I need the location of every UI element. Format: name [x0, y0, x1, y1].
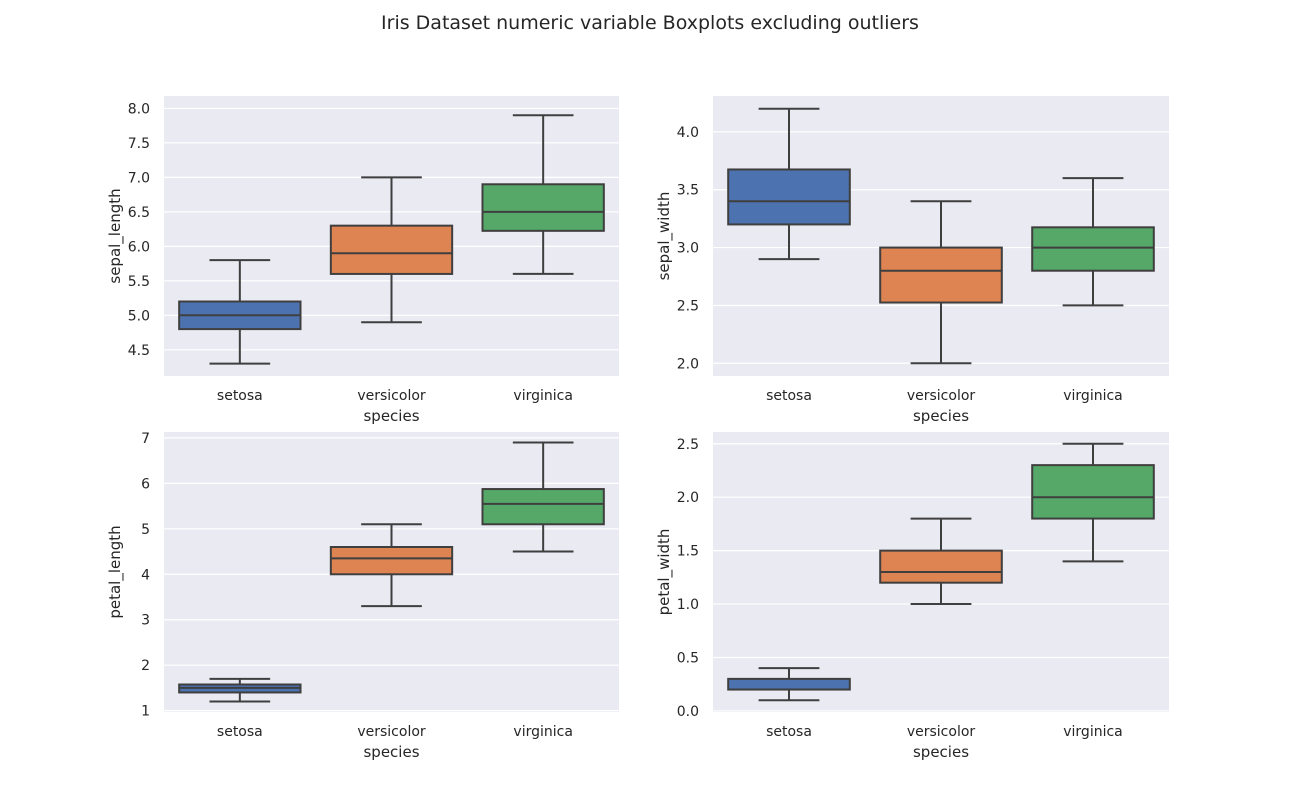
y-tick-label: 1 — [141, 704, 150, 720]
box-iqr — [481, 488, 605, 526]
box-versicolor — [329, 176, 454, 324]
y-axis-label: petal_width — [655, 529, 674, 616]
y-tick-label: 5.5 — [128, 274, 150, 290]
box-iqr — [727, 168, 851, 226]
y-tick-label: 1.5 — [677, 544, 699, 560]
x-tick-label: versicolor — [357, 388, 426, 404]
box-iqr — [879, 246, 1003, 304]
box-iqr — [727, 677, 851, 691]
y-tick-label: 8.0 — [128, 101, 150, 117]
x-tick-label: virginica — [1063, 388, 1123, 404]
y-tick-label: 1.0 — [677, 597, 699, 613]
y-tick-label: 5 — [141, 522, 150, 538]
x-tick-label: setosa — [217, 388, 263, 404]
y-tick-label: 2.5 — [677, 298, 699, 314]
box-setosa — [178, 677, 302, 703]
x-tick-label: versicolor — [357, 724, 426, 740]
x-tick-label: versicolor — [907, 388, 976, 404]
x-axis-label: species — [913, 407, 969, 425]
y-tick-label: 5.0 — [128, 308, 150, 324]
box-virginica — [1031, 177, 1155, 307]
box-versicolor — [879, 200, 1003, 365]
x-tick-label: versicolor — [907, 724, 976, 740]
box-setosa — [178, 259, 302, 365]
box-iqr — [329, 224, 454, 275]
x-tick-label: virginica — [513, 724, 573, 740]
y-tick-label: 4.0 — [677, 125, 699, 141]
y-tick-label: 6.5 — [128, 205, 150, 221]
y-axis-label: petal_length — [106, 525, 125, 618]
box-virginica — [481, 114, 605, 275]
y-axis-label: sepal_length — [106, 188, 125, 283]
y-tick-label: 2.0 — [677, 356, 699, 372]
box-virginica — [1031, 442, 1155, 563]
box-iqr — [1031, 464, 1155, 520]
y-tick-label: 3 — [141, 613, 150, 629]
box-setosa — [727, 667, 851, 702]
y-tick-label: 3.0 — [677, 241, 699, 257]
box-setosa — [727, 107, 851, 261]
subplot-sepal-width: 2.0 2.5 3.0 3.5 4.0 setosa versicolor virginica… — [655, 96, 1169, 425]
y-tick-label: 4.5 — [128, 343, 150, 359]
y-tick-label: 7.0 — [128, 170, 150, 186]
x-tick-label: virginica — [513, 388, 573, 404]
x-tick-label: setosa — [766, 724, 812, 740]
y-tick-label: 7.5 — [128, 136, 150, 152]
x-tick-label: setosa — [217, 724, 263, 740]
x-axis-label: species — [913, 743, 969, 761]
y-tick-label: 3.5 — [677, 183, 699, 199]
y-tick-label: 6.0 — [128, 239, 150, 255]
x-axis-label: species — [363, 743, 419, 761]
x-tick-label: virginica — [1063, 724, 1123, 740]
y-tick-label: 6 — [141, 476, 150, 492]
subplot-petal-width: 0.0 0.5 1.0 1.5 2.0 2.5 setosa versicolor virgin… — [655, 432, 1169, 761]
y-tick-label: 7 — [141, 431, 150, 447]
y-tick-label: 2 — [141, 658, 150, 674]
subplot-petal-length: 1 2 3 4 5 6 7 setosa versicolor virginica species p… — [106, 431, 619, 761]
y-tick-label: 2.0 — [677, 490, 699, 506]
y-tick-label: 0.5 — [677, 650, 699, 666]
figure-title: Iris Dataset numeric variable Boxplots e… — [381, 12, 919, 34]
box-iqr — [481, 183, 605, 232]
box-iqr — [879, 549, 1003, 584]
y-tick-label: 0.0 — [677, 704, 699, 720]
box-iqr — [1031, 226, 1155, 272]
y-tick-label: 2.5 — [677, 437, 699, 453]
box-versicolor — [879, 517, 1003, 606]
box-versicolor — [329, 523, 454, 608]
subplot-sepal-length: 4.5 5.0 5.5 6.0 6.5 7.0 7.5 8.0 setosa versicolor… — [106, 96, 619, 425]
x-tick-label: setosa — [766, 388, 812, 404]
box-iqr — [329, 546, 454, 576]
box-virginica — [481, 441, 605, 553]
y-tick-label: 4 — [141, 567, 150, 583]
y-axis-label: sepal_width — [655, 192, 674, 281]
x-axis-label: species — [363, 407, 419, 425]
